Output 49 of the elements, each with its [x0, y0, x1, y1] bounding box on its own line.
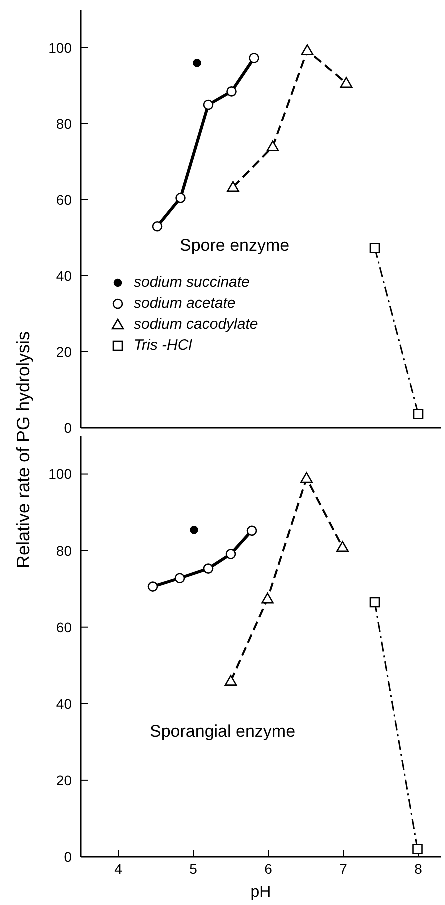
point	[413, 409, 424, 420]
x-tick-label: 8	[414, 860, 423, 877]
x-tick-label: 4	[114, 860, 123, 877]
y-tick-label: 60	[56, 192, 72, 208]
y-tick-label: 20	[56, 344, 72, 360]
y-axis-title: Relative rate of PG hydrolysis	[14, 331, 34, 569]
point	[301, 44, 314, 56]
y-tick-label: 40	[56, 696, 72, 712]
point	[203, 100, 214, 110]
x-tick-label: 6	[264, 860, 273, 877]
y-tick-label: 100	[48, 40, 72, 56]
point	[370, 243, 380, 254]
y-tick-label: 0	[64, 420, 72, 436]
point	[203, 564, 214, 574]
point	[262, 592, 274, 604]
point	[266, 140, 280, 152]
point	[227, 181, 240, 192]
point	[300, 472, 313, 484]
y-tick-label: 80	[56, 542, 72, 559]
y-tick-label: 40	[56, 268, 72, 284]
point	[152, 221, 163, 232]
point	[226, 549, 236, 560]
legend-label: sodium succinate	[134, 273, 250, 293]
point	[190, 526, 198, 534]
annotation: Spore enzyme	[180, 236, 290, 256]
y-tick-label: 80	[56, 116, 72, 132]
legend-label: sodium cacodylate	[134, 315, 258, 335]
point	[249, 53, 260, 64]
point	[224, 675, 238, 686]
point	[193, 59, 202, 68]
point	[340, 77, 353, 88]
legend-label: Tris -HCl	[134, 336, 192, 356]
y-tick-label: 20	[56, 772, 72, 788]
y-tick-label: 60	[56, 619, 72, 636]
point	[148, 582, 158, 592]
annotation: Sporangial enzyme	[150, 722, 296, 742]
point	[226, 86, 237, 97]
x-tick-label: 5	[190, 860, 198, 877]
point	[174, 573, 186, 584]
point	[246, 526, 258, 536]
point	[412, 844, 423, 854]
legend-label: sodium acetate	[134, 294, 236, 314]
x-tick-label: 7	[340, 860, 348, 877]
point	[176, 192, 186, 204]
y-tick-label: 100	[48, 466, 72, 482]
point	[370, 597, 380, 608]
point	[336, 541, 349, 552]
y-tick-label: 0	[64, 848, 72, 865]
x-axis-title: pH	[250, 884, 272, 901]
